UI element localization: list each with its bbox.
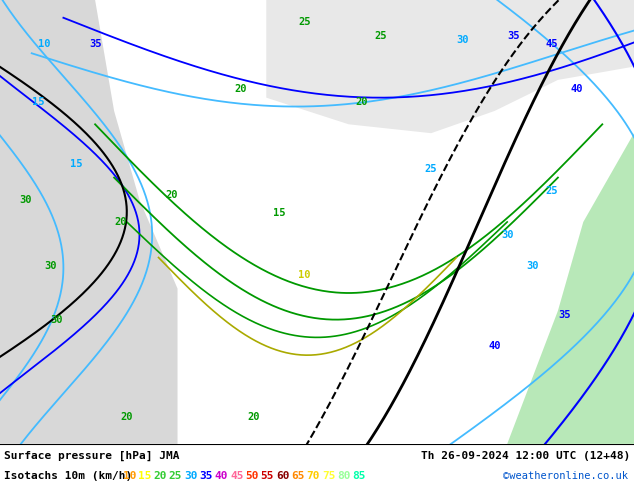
Text: 35: 35	[89, 39, 101, 49]
Text: 45: 45	[545, 39, 558, 49]
Polygon shape	[266, 0, 634, 133]
Text: 45: 45	[230, 471, 243, 481]
Text: 30: 30	[501, 230, 514, 240]
Text: 70: 70	[307, 471, 320, 481]
Polygon shape	[0, 0, 178, 444]
Text: 35: 35	[507, 30, 520, 41]
Text: 50: 50	[245, 471, 259, 481]
Text: 30: 30	[526, 261, 539, 271]
Text: 40: 40	[488, 341, 501, 351]
Text: 55: 55	[261, 471, 274, 481]
Text: 40: 40	[215, 471, 228, 481]
Text: 10: 10	[123, 471, 136, 481]
Text: 30: 30	[19, 195, 32, 205]
Text: 30: 30	[51, 315, 63, 325]
Text: 20: 20	[114, 217, 127, 227]
Text: 10: 10	[298, 270, 311, 280]
Text: Isotachs 10m (km/h): Isotachs 10m (km/h)	[4, 471, 146, 481]
Text: 25: 25	[545, 186, 558, 196]
Text: 15: 15	[138, 471, 152, 481]
Text: 75: 75	[322, 471, 335, 481]
Text: 30: 30	[456, 35, 469, 45]
Text: 25: 25	[374, 30, 387, 41]
Text: 10: 10	[38, 39, 51, 49]
Text: 15: 15	[70, 159, 82, 169]
Text: 90: 90	[368, 471, 381, 481]
Polygon shape	[507, 133, 634, 444]
Text: 20: 20	[153, 471, 167, 481]
Text: 65: 65	[291, 471, 305, 481]
Text: 25: 25	[169, 471, 183, 481]
Text: 60: 60	[276, 471, 290, 481]
Text: 15: 15	[32, 97, 44, 107]
Text: 30: 30	[44, 261, 57, 271]
Text: 20: 20	[355, 97, 368, 107]
Text: 85: 85	[353, 471, 366, 481]
Text: 20: 20	[165, 190, 178, 200]
Text: 25: 25	[298, 17, 311, 27]
Text: 20: 20	[120, 412, 133, 422]
Text: 20: 20	[235, 84, 247, 94]
Text: Th 26-09-2024 12:00 UTC (12+48): Th 26-09-2024 12:00 UTC (12+48)	[421, 451, 630, 461]
Text: 20: 20	[247, 412, 260, 422]
Text: 30: 30	[184, 471, 198, 481]
Text: 15: 15	[273, 208, 285, 218]
Text: Surface pressure [hPa] JMA: Surface pressure [hPa] JMA	[4, 451, 179, 461]
Text: 40: 40	[571, 84, 583, 94]
Text: 80: 80	[337, 471, 351, 481]
Text: 35: 35	[558, 310, 571, 320]
Text: ©weatheronline.co.uk: ©weatheronline.co.uk	[503, 471, 628, 481]
Text: 35: 35	[200, 471, 213, 481]
Text: 25: 25	[425, 164, 437, 173]
